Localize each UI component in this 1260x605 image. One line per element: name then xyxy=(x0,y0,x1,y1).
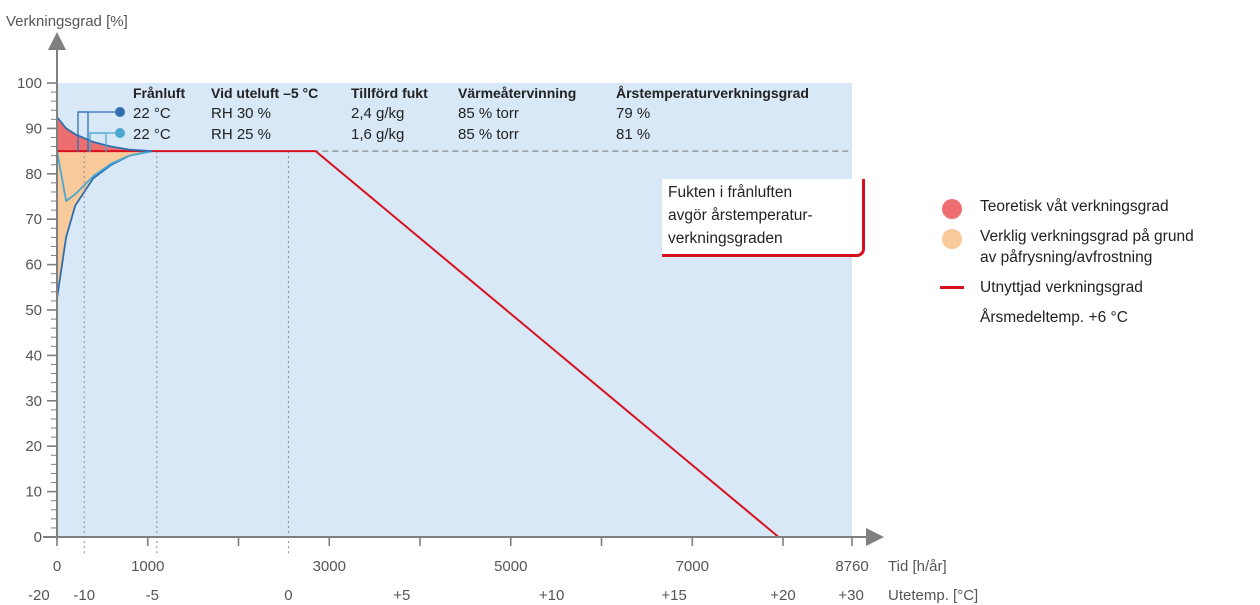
table-cell: 79 % xyxy=(616,105,650,122)
legend-item-used: Utnyttjad verkningsgrad xyxy=(940,277,1255,298)
table-cell: RH 25 % xyxy=(211,126,271,143)
legend: Teoretisk våt verkningsgrad Verklig verk… xyxy=(940,196,1255,328)
temperature-tick-label: -5 xyxy=(146,587,159,604)
red-line-icon xyxy=(940,286,964,289)
connector-line xyxy=(90,132,107,152)
y-tick-label: 90 xyxy=(25,120,42,137)
table-cell: 81 % xyxy=(616,126,650,143)
connector-line xyxy=(78,111,89,152)
info-table: Frånluft Vid uteluft –5 °C Tillförd fukt… xyxy=(115,85,809,143)
table-cell: 22 °C xyxy=(133,126,171,143)
x-tick-label: 1000 xyxy=(131,558,164,575)
temperature-tick-label: +5 xyxy=(393,587,410,604)
temperature-tick-label: +20 xyxy=(770,587,795,604)
row-marker xyxy=(115,128,125,138)
row-marker xyxy=(115,107,125,117)
y-axis-title: Verkningsgrad [%] xyxy=(6,13,128,30)
x-tick-label: 3000 xyxy=(313,558,346,575)
temp-axis-title: Utetemp. [°C] xyxy=(888,587,978,604)
moisture-callout: Fukten i frånluften avgör årstemperatur-… xyxy=(662,179,865,257)
table-header: Värmeåtervinning xyxy=(458,85,576,101)
y-tick-label: 70 xyxy=(25,211,42,228)
x-axis-title: Tid [h/år] xyxy=(888,558,947,575)
x-tick-label: 0 xyxy=(53,558,61,575)
efficiency-curve xyxy=(56,150,153,202)
table-cell: RH 30 % xyxy=(211,105,271,122)
temperature-tick-label: +30 xyxy=(838,587,863,604)
red-swatch-icon xyxy=(942,199,962,219)
y-tick-label: 100 xyxy=(17,75,42,92)
table-header: Årstemperaturverkningsgrad xyxy=(616,85,809,101)
temperature-tick-label: +15 xyxy=(661,587,686,604)
y-tick-label: 20 xyxy=(25,438,42,455)
callout-line: Fukten i frånluften xyxy=(668,184,793,201)
plot-area xyxy=(57,83,852,537)
callout-line: verkningsgraden xyxy=(668,230,783,247)
legend-item-actual: Verklig verkningsgrad på grund av påfrys… xyxy=(940,226,1255,268)
legend-label: Teoretisk våt verkningsgrad xyxy=(980,198,1169,215)
table-header: Vid uteluft –5 °C xyxy=(211,85,318,101)
x-tick-label: 5000 xyxy=(494,558,527,575)
temperature-tick-label: -10 xyxy=(73,587,95,604)
table-header: Tillförd fukt xyxy=(351,85,428,101)
efficiency-curve xyxy=(56,116,153,152)
legend-label: Utnyttjad verkningsgrad xyxy=(980,279,1143,296)
table-cell: 1,6 g/kg xyxy=(351,126,404,143)
y-axis-arrow-icon xyxy=(48,32,66,50)
annual-temperature-note: Årsmedeltemp. +6 °C xyxy=(980,309,1128,326)
series-lines xyxy=(56,116,780,538)
x-tick-label: 7000 xyxy=(676,558,709,575)
y-tick-label: 10 xyxy=(25,484,42,501)
y-tick-label: 50 xyxy=(25,302,42,319)
guide-lines xyxy=(83,150,852,555)
y-tick-label: 60 xyxy=(25,257,42,274)
y-tick-label: 0 xyxy=(34,529,42,546)
table-cell: 85 % torr xyxy=(458,126,519,143)
x-tick-label: 8760 xyxy=(835,558,868,575)
y-tick-label: 80 xyxy=(25,166,42,183)
y-tick-label: 40 xyxy=(25,347,42,364)
table-cell: 2,4 g/kg xyxy=(351,105,404,122)
y-tick-label: 30 xyxy=(25,393,42,410)
temperature-tick-label: -20 xyxy=(28,587,50,604)
table-cell: 22 °C xyxy=(133,105,171,122)
callout-line: avgör årstemperatur- xyxy=(668,207,813,224)
legend-label: Verklig verkningsgrad på grund xyxy=(980,228,1194,245)
legend-label: av påfrysning/avfrostning xyxy=(980,249,1153,266)
wet-efficiency-area xyxy=(57,117,153,152)
orange-swatch-icon xyxy=(942,229,962,249)
table-header: Frånluft xyxy=(133,85,185,101)
x-axis-arrow-icon xyxy=(866,528,884,546)
table-cell: 85 % torr xyxy=(458,105,519,122)
row-connectors xyxy=(77,111,115,152)
temperature-tick-label: 0 xyxy=(284,587,292,604)
temperature-tick-label: +10 xyxy=(539,587,564,604)
legend-item-wet: Teoretisk våt verkningsgrad xyxy=(940,196,1255,219)
